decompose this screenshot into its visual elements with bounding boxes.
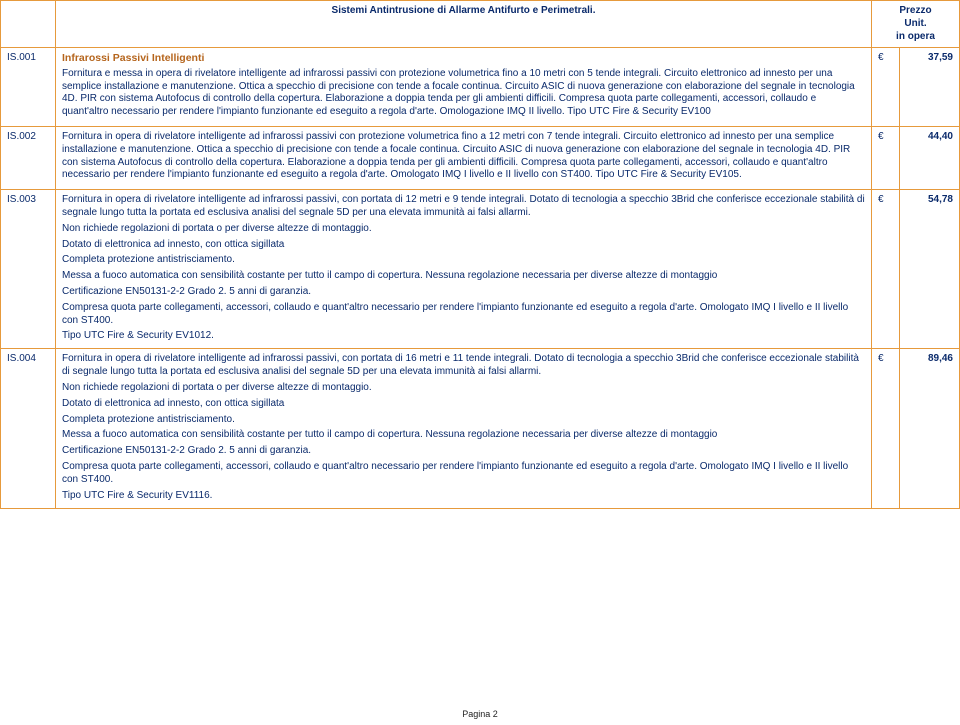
item-code: IS.003 bbox=[1, 190, 56, 349]
currency-symbol: € bbox=[872, 48, 900, 127]
section-heading: Infrarossi Passivi Intelligenti bbox=[62, 52, 865, 65]
page-title: Sistemi Antintrusione di Allarme Antifur… bbox=[56, 1, 872, 48]
item-price: 54,78 bbox=[900, 190, 960, 349]
currency-symbol: € bbox=[872, 349, 900, 508]
item-price: 37,59 bbox=[900, 48, 960, 127]
page-footer: Pagina 2 bbox=[0, 709, 960, 719]
desc-paragraph: Completa protezione antistrisciamento. bbox=[62, 254, 865, 267]
item-description: Fornitura in opera di rivelatore intelli… bbox=[56, 127, 872, 190]
header-spacer bbox=[1, 1, 56, 48]
item-price: 89,46 bbox=[900, 349, 960, 508]
price-label-1: Prezzo bbox=[899, 5, 931, 16]
item-description: Infrarossi Passivi Intelligenti Fornitur… bbox=[56, 48, 872, 127]
desc-paragraph-cut: Tipo UTC Fire & Security EV1012. bbox=[62, 330, 865, 341]
desc-paragraph: Messa a fuoco automatica con sensibilità… bbox=[62, 429, 865, 442]
price-label-2: Unit. bbox=[904, 18, 926, 29]
desc-paragraph-cut: Tipo UTC Fire & Security EV1116. bbox=[62, 490, 865, 501]
currency-symbol: € bbox=[872, 190, 900, 349]
desc-paragraph: Dotato di elettronica ad innesto, con ot… bbox=[62, 239, 865, 252]
header-row: Sistemi Antintrusione di Allarme Antifur… bbox=[1, 1, 960, 48]
desc-paragraph: Certificazione EN50131-2-2 Grado 2. 5 an… bbox=[62, 286, 865, 299]
desc-paragraph: Fornitura in opera di rivelatore intelli… bbox=[62, 194, 865, 220]
desc-paragraph: Completa protezione antistrisciamento. bbox=[62, 414, 865, 427]
currency-symbol: € bbox=[872, 127, 900, 190]
desc-paragraph: Non richiede regolazioni di portata o pe… bbox=[62, 223, 865, 236]
item-code: IS.001 bbox=[1, 48, 56, 127]
desc-paragraph: Certificazione EN50131-2-2 Grado 2. 5 an… bbox=[62, 445, 865, 458]
table-row: IS.004 Fornitura in opera di rivelatore … bbox=[1, 349, 960, 508]
desc-paragraph: Fornitura e messa in opera di rivelatore… bbox=[62, 68, 865, 119]
desc-paragraph: Messa a fuoco automatica con sensibilità… bbox=[62, 270, 865, 283]
item-code: IS.004 bbox=[1, 349, 56, 508]
item-description: Fornitura in opera di rivelatore intelli… bbox=[56, 190, 872, 349]
desc-paragraph: Compresa quota parte collegamenti, acces… bbox=[62, 461, 865, 487]
desc-paragraph: Fornitura in opera di rivelatore intelli… bbox=[62, 353, 865, 379]
desc-paragraph: Fornitura in opera di rivelatore intelli… bbox=[62, 131, 865, 182]
item-code: IS.002 bbox=[1, 127, 56, 190]
table-row: IS.002 Fornitura in opera di rivelatore … bbox=[1, 127, 960, 190]
price-header: Prezzo Unit. in opera bbox=[872, 1, 960, 48]
table-row: IS.003 Fornitura in opera di rivelatore … bbox=[1, 190, 960, 349]
desc-paragraph: Non richiede regolazioni di portata o pe… bbox=[62, 382, 865, 395]
item-price: 44,40 bbox=[900, 127, 960, 190]
desc-paragraph: Dotato di elettronica ad innesto, con ot… bbox=[62, 398, 865, 411]
price-label-3: in opera bbox=[896, 31, 935, 42]
desc-paragraph: Compresa quota parte collegamenti, acces… bbox=[62, 302, 865, 328]
item-description: Fornitura in opera di rivelatore intelli… bbox=[56, 349, 872, 508]
table-row: IS.001 Infrarossi Passivi Intelligenti F… bbox=[1, 48, 960, 127]
price-table: Sistemi Antintrusione di Allarme Antifur… bbox=[0, 0, 960, 509]
